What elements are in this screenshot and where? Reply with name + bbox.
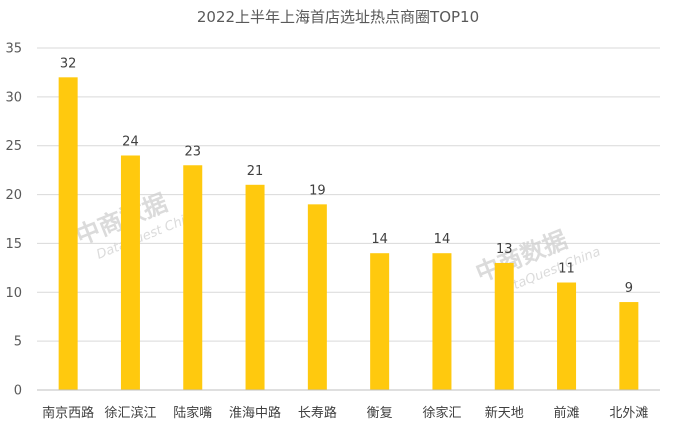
bar xyxy=(58,77,78,391)
bar xyxy=(494,262,514,390)
data-label: 11 xyxy=(558,262,575,277)
x-tick-label: 徐汇滨江 xyxy=(104,405,156,421)
x-tick-label: 淮海中路 xyxy=(229,405,281,421)
y-tick-label: 35 xyxy=(5,42,22,57)
y-axis-tick-labels: 0 5 10 15 20 25 30 35 xyxy=(5,42,22,399)
y-tick-label: 20 xyxy=(5,188,22,203)
bar xyxy=(370,253,390,390)
bar xyxy=(183,165,203,390)
x-tick-label: 陆家嘴 xyxy=(173,405,212,421)
chart-title: 2022上半年上海首店选址热点商圈TOP10 xyxy=(197,8,479,26)
data-label: 19 xyxy=(309,183,326,198)
x-tick-label: 北外滩 xyxy=(609,406,648,421)
data-label: 13 xyxy=(496,242,513,257)
x-tick-label: 衡复 xyxy=(367,406,393,421)
data-label: 21 xyxy=(247,164,264,179)
data-label: 24 xyxy=(122,134,139,149)
data-label: 23 xyxy=(184,144,201,159)
gridlines xyxy=(37,47,660,342)
y-tick-label: 15 xyxy=(5,237,22,252)
bar xyxy=(245,184,265,390)
y-tick-label: 25 xyxy=(5,139,22,154)
bar xyxy=(120,155,140,390)
y-tick-label: 0 xyxy=(14,384,22,399)
data-label: 14 xyxy=(371,232,388,247)
data-label: 32 xyxy=(60,56,77,71)
y-tick-label: 10 xyxy=(5,286,22,301)
bar xyxy=(619,302,639,390)
data-label: 14 xyxy=(434,232,451,247)
x-tick-label: 南京西路 xyxy=(42,405,94,421)
y-tick-label: 30 xyxy=(5,90,22,105)
x-axis-category-labels: 南京西路 徐汇滨江 陆家嘴 淮海中路 长寿路 衡复 徐家汇 新天地 前滩 北外滩 xyxy=(42,405,648,421)
bar xyxy=(557,282,577,390)
data-labels: 32 24 23 21 19 14 14 13 11 9 xyxy=(60,56,633,296)
y-tick-label: 5 xyxy=(14,335,22,350)
bar xyxy=(307,204,327,390)
x-tick-label: 徐家汇 xyxy=(422,405,461,421)
bars xyxy=(58,77,639,391)
x-tick-label: 前滩 xyxy=(554,405,580,421)
x-tick-label: 新天地 xyxy=(485,405,524,421)
watermark-logo-2: 中商数据 DataQuest China xyxy=(472,226,603,300)
bar xyxy=(432,253,452,390)
x-tick-label: 长寿路 xyxy=(298,405,337,421)
data-label: 9 xyxy=(625,281,633,296)
